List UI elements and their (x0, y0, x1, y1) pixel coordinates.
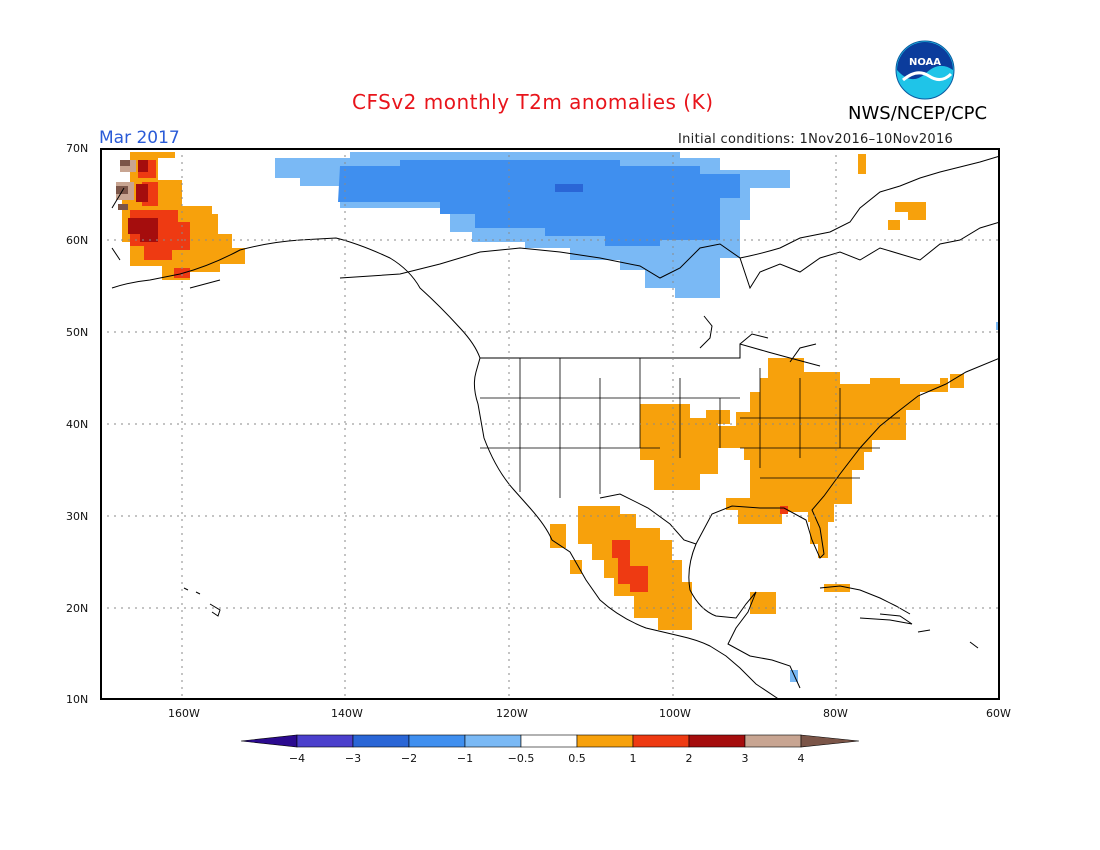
lat-label-20n: 20N (66, 602, 89, 615)
graticule (100, 148, 1000, 700)
anomaly-map (100, 148, 1000, 700)
colorbar-gt-4 (800, 734, 860, 748)
colorbar-tick-minus3: −3 (344, 752, 362, 765)
colorbar-1-2 (632, 734, 690, 748)
colorbar-tick-minus1: −1 (456, 752, 474, 765)
colorbar-minus4-minus3 (296, 734, 354, 748)
lat-label-10n: 10N (66, 693, 89, 706)
lon-label-120w: 120W (496, 707, 528, 720)
agency-label: NWS/NCEP/CPC (848, 103, 988, 124)
lon-label-100w: 100W (659, 707, 691, 720)
colorbar-2-3 (688, 734, 746, 748)
colorbar-tick-4: 4 (797, 752, 805, 765)
logo-text: NOAA (909, 57, 941, 68)
cold-anomaly-canada (275, 152, 790, 298)
lon-label-160w: 160W (168, 707, 200, 720)
colorbar-tick-minus4: −4 (288, 752, 306, 765)
colorbar-3-4 (744, 734, 802, 748)
lat-label-70n: 70N (66, 142, 89, 155)
initial-conditions: Initial conditions: 1Nov2016–10Nov2016 (678, 132, 954, 147)
colorbar-tick-1: 1 (629, 752, 637, 765)
lat-label-60n: 60N (66, 234, 89, 247)
warm-anomaly-mexico (550, 322, 1000, 682)
lat-label-30n: 30N (66, 510, 89, 523)
coastlines (111, 155, 1000, 700)
colorbar-minus3-minus2 (352, 734, 410, 748)
islands (183, 587, 979, 649)
colorbar-tick-minus2: −2 (400, 752, 418, 765)
colorbar (240, 734, 860, 748)
noaa-logo: NOAA (895, 40, 955, 100)
colorbar-tick-05: 0.5 (568, 752, 586, 765)
colorbar-neutral (520, 734, 578, 748)
colorbar-lt-minus4 (240, 734, 298, 748)
lat-label-40n: 40N (66, 418, 89, 431)
colorbar-tick-2: 2 (685, 752, 693, 765)
colorbar-tick-3: 3 (741, 752, 749, 765)
map-title: CFSv2 monthly T2m anomalies (K) (352, 90, 714, 114)
colorbar-minus2-minus1 (408, 734, 466, 748)
lon-label-140w: 140W (331, 707, 363, 720)
colorbar-tick-minus05: −0.5 (507, 752, 535, 765)
colorbar-minus1-minus05 (464, 734, 522, 748)
forecast-month: Mar 2017 (99, 128, 180, 148)
lat-label-50n: 50N (66, 326, 89, 339)
lon-label-80w: 80W (823, 707, 848, 720)
state-borders (480, 358, 900, 498)
colorbar-05-1 (576, 734, 634, 748)
warm-anomaly-east-us (640, 154, 964, 558)
warm-anomaly-alaska (116, 152, 245, 280)
lon-label-60w: 60W (986, 707, 1011, 720)
